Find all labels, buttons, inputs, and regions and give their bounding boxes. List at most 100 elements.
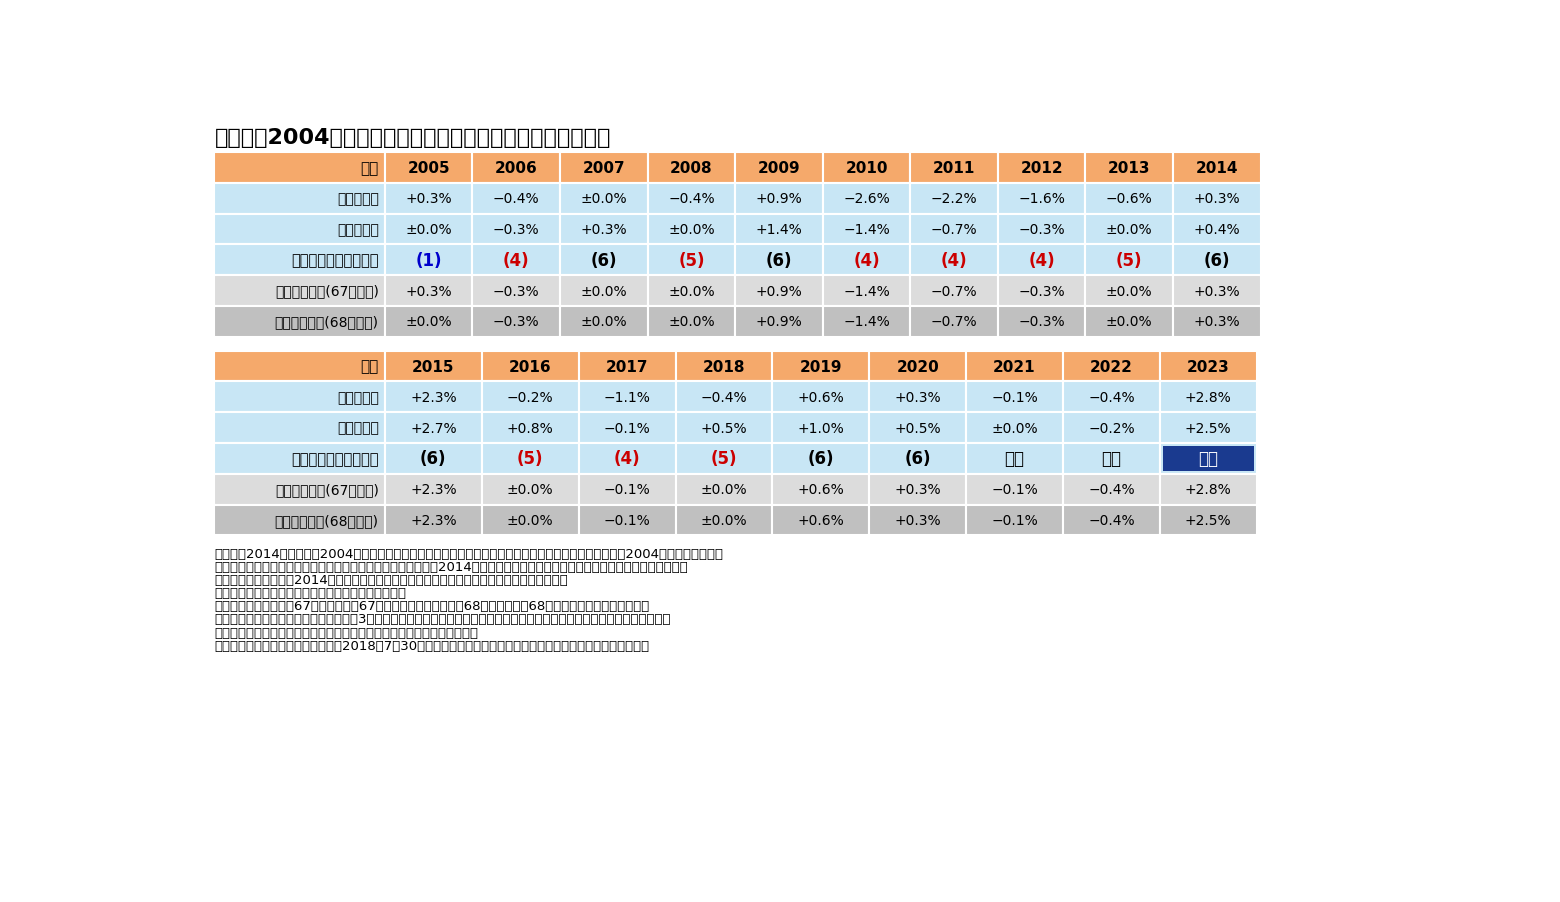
Bar <box>735 184 822 215</box>
Text: 2019: 2019 <box>800 359 842 374</box>
Text: (5): (5) <box>1115 252 1142 270</box>
Text: (5): (5) <box>679 252 705 270</box>
Bar <box>482 413 579 444</box>
Bar <box>647 215 735 245</box>
Text: (4): (4) <box>613 450 640 468</box>
Bar <box>473 245 560 276</box>
Text: (6): (6) <box>420 450 446 468</box>
Text: ±0.0%: ±0.0% <box>991 421 1037 435</box>
Bar <box>911 276 998 307</box>
Bar <box>385 307 473 337</box>
Text: −0.1%: −0.1% <box>604 513 651 528</box>
Text: +0.4%: +0.4% <box>1193 223 1240 236</box>
Text: 2010: 2010 <box>846 161 888 176</box>
Text: −0.7%: −0.7% <box>931 223 978 236</box>
Bar <box>869 413 966 444</box>
Text: 本来の改定率(67歳以下): 本来の改定率(67歳以下) <box>275 483 379 497</box>
Bar <box>998 245 1086 276</box>
Bar <box>560 184 647 215</box>
Text: （注４）本来の改定のパターンは、図表3のパターンを指す。また、青字が年金財政を改善すること、赤字が年金財政に悪影響: （注４）本来の改定のパターンは、図表3のパターンを指す。また、青字が年金財政を改… <box>214 612 671 626</box>
Bar <box>998 152 1086 184</box>
Text: 2022: 2022 <box>1090 359 1133 374</box>
Text: −1.4%: −1.4% <box>842 315 889 329</box>
Bar <box>675 351 772 382</box>
Text: +2.5%: +2.5% <box>1186 513 1232 528</box>
Bar <box>1173 245 1260 276</box>
Text: 2017: 2017 <box>605 359 649 374</box>
Text: 2014: 2014 <box>1195 161 1239 176</box>
Text: に基づく給付水準（本来水準）の推移を示している。2014年度までは本来水準で用いる本来の改定率は公表されていな: に基づく給付水準（本来水準）の推移を示している。2014年度までは本来水準で用い… <box>214 560 688 574</box>
Text: ±0.0%: ±0.0% <box>668 223 714 236</box>
Bar <box>772 444 869 474</box>
Bar <box>482 382 579 413</box>
Text: +0.9%: +0.9% <box>755 192 802 206</box>
Text: 2015: 2015 <box>412 359 454 374</box>
Bar <box>647 152 735 184</box>
Text: 年度: 年度 <box>360 161 379 176</box>
Text: 原則: 原則 <box>1198 450 1218 468</box>
Text: +1.4%: +1.4% <box>755 223 802 236</box>
Text: 本来の改定率(68歳以上): 本来の改定率(68歳以上) <box>275 513 379 528</box>
Bar <box>1062 351 1161 382</box>
Bar <box>214 215 385 245</box>
Bar <box>473 215 560 245</box>
Bar <box>1062 444 1161 474</box>
Bar <box>385 152 473 184</box>
Bar <box>560 245 647 276</box>
Bar <box>214 413 385 444</box>
Text: ±0.0%: ±0.0% <box>406 223 452 236</box>
Bar <box>647 184 735 215</box>
Text: +0.5%: +0.5% <box>894 421 941 435</box>
Bar <box>675 413 772 444</box>
Text: +0.6%: +0.6% <box>797 391 844 404</box>
Bar <box>214 474 385 505</box>
Text: −0.3%: −0.3% <box>493 284 540 299</box>
Text: −0.1%: −0.1% <box>604 483 651 497</box>
Text: −0.3%: −0.3% <box>1019 223 1065 236</box>
Text: 特例: 特例 <box>1005 450 1025 468</box>
Bar <box>647 307 735 337</box>
Bar <box>675 505 772 536</box>
Bar <box>966 351 1062 382</box>
Bar <box>482 505 579 536</box>
Text: −1.1%: −1.1% <box>604 391 651 404</box>
Bar <box>579 351 675 382</box>
Bar <box>822 245 911 276</box>
Text: 2007: 2007 <box>582 161 626 176</box>
Bar <box>1173 152 1260 184</box>
Text: 2020: 2020 <box>897 359 939 374</box>
Bar <box>869 382 966 413</box>
Text: 2021: 2021 <box>994 359 1036 374</box>
Text: (6): (6) <box>591 252 618 270</box>
Bar <box>998 276 1086 307</box>
Bar <box>560 276 647 307</box>
Bar <box>473 152 560 184</box>
Bar <box>735 152 822 184</box>
Text: −0.1%: −0.1% <box>991 513 1037 528</box>
Text: −0.1%: −0.1% <box>991 391 1037 404</box>
Text: +0.3%: +0.3% <box>1193 315 1240 329</box>
Text: 本来の改定率(68歳以上): 本来の改定率(68歳以上) <box>275 315 379 329</box>
Text: (4): (4) <box>941 252 967 270</box>
Bar <box>869 505 966 536</box>
Text: ±0.0%: ±0.0% <box>580 192 627 206</box>
Bar <box>214 152 385 184</box>
Text: 物価変動率: 物価変動率 <box>337 421 379 435</box>
Text: −0.3%: −0.3% <box>1019 284 1065 299</box>
Bar <box>385 505 482 536</box>
Text: 2009: 2009 <box>758 161 800 176</box>
Text: −0.2%: −0.2% <box>507 391 554 404</box>
Text: (6): (6) <box>905 450 931 468</box>
Text: −1.4%: −1.4% <box>842 223 889 236</box>
Bar <box>966 382 1062 413</box>
Text: −0.6%: −0.6% <box>1106 192 1153 206</box>
Text: （資料）社会保障審議会年金部会（2018．7．30）資料２。厚生労働省年金局「年金額改定について」（各年）。: （資料）社会保障審議会年金部会（2018．7．30）資料２。厚生労働省年金局「年… <box>214 639 649 652</box>
Bar <box>966 413 1062 444</box>
Text: ±0.0%: ±0.0% <box>700 513 747 528</box>
Text: ±0.0%: ±0.0% <box>700 483 747 497</box>
Bar <box>1086 184 1173 215</box>
Text: +0.3%: +0.3% <box>894 513 941 528</box>
Text: ±0.0%: ±0.0% <box>1106 284 1153 299</box>
Text: −2.6%: −2.6% <box>842 192 889 206</box>
Text: (6): (6) <box>1204 252 1231 270</box>
